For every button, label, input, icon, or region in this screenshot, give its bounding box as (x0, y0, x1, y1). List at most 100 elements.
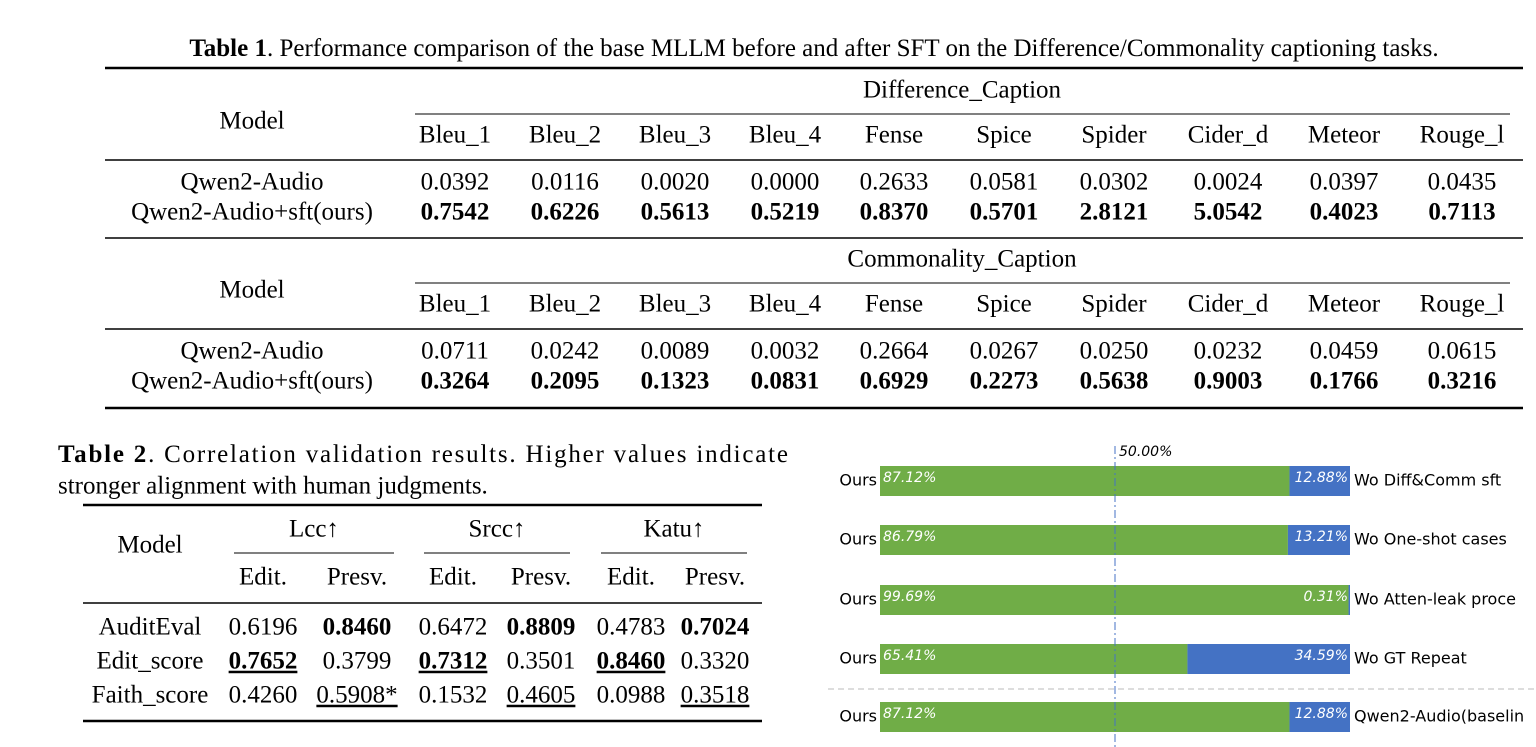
cell: 0.7542 (421, 199, 490, 226)
column-header: Fense (865, 291, 923, 318)
row-label: Qwen2-Audio (180, 338, 323, 365)
cell: 0.8460 (323, 614, 392, 641)
cell: 0.0232 (1194, 338, 1263, 365)
column-header: Bleu_3 (639, 291, 711, 318)
column-header: Bleu_4 (749, 291, 822, 318)
cell: 0.0397 (1310, 169, 1379, 196)
cell: 0.0242 (531, 338, 600, 365)
model-header: Model (219, 108, 284, 135)
group-header: Commonality_Caption (847, 246, 1077, 273)
cell: 0.0024 (1194, 169, 1263, 196)
column-header: Bleu_1 (419, 291, 491, 318)
cell: 0.0831 (751, 368, 820, 395)
bar-segment (880, 585, 1349, 615)
cell: 0.7113 (1428, 199, 1495, 226)
cell: 0.4783 (597, 614, 666, 641)
cell: 0.0988 (597, 682, 666, 709)
cell: 0.5701 (970, 199, 1039, 226)
value-label: 12.88% (1295, 470, 1348, 486)
bar-left-label: Ours (839, 590, 877, 609)
cell: 0.7652 (229, 648, 298, 675)
row-label: AuditEval (99, 614, 202, 641)
column-header: Edit. (239, 564, 287, 591)
cell: 0.3320 (681, 648, 750, 675)
cell: 0.7024 (681, 614, 750, 641)
cell: 0.6472 (419, 614, 488, 641)
cell: 0.0116 (531, 169, 599, 196)
bar-segment (1187, 644, 1350, 674)
row-label: Qwen2-Audio+sft(ours) (131, 368, 373, 395)
column-header: Fense (865, 122, 923, 149)
column-header: Cider_d (1188, 291, 1269, 318)
cell: 0.2633 (860, 169, 929, 196)
table-label: Table 2 (58, 441, 146, 468)
cell: 0.0581 (970, 169, 1039, 196)
value-label: 34.59% (1295, 648, 1348, 664)
row-label: Faith_score (92, 682, 209, 709)
row-label: Qwen2-Audio+sft(ours) (131, 199, 373, 226)
cell: 0.0267 (970, 338, 1039, 365)
cell: 0.5613 (641, 199, 710, 226)
category-label: Wo GT Repeat (1354, 649, 1467, 668)
caption-text: . Correlation validation results. Higher… (148, 441, 788, 468)
cell: 0.5219 (751, 199, 820, 226)
group-header: Katu↑ (643, 516, 704, 543)
cell: 0.2273 (970, 368, 1039, 395)
column-header: Bleu_3 (639, 122, 711, 149)
reference-label: 50.00% (1119, 444, 1172, 460)
category-label: Qwen2-Audio(baselin (1354, 707, 1524, 726)
column-header: Bleu_2 (529, 122, 601, 149)
column-header: Spider (1081, 291, 1147, 318)
table2-caption: Table 2. Correlation validation results.… (58, 441, 788, 468)
cell: 0.3799 (323, 648, 392, 675)
model-header: Model (117, 532, 182, 559)
cell: 0.0250 (1080, 338, 1149, 365)
category-label: Wo One-shot cases (1354, 530, 1507, 549)
group-header: Difference_Caption (863, 77, 1062, 104)
table-label: Table 1 (189, 35, 267, 62)
cell: 0.8460 (597, 648, 666, 675)
cell: 0.8809 (507, 614, 576, 641)
column-header: Rouge_l (1420, 291, 1505, 318)
cell: 0.0459 (1310, 338, 1379, 365)
value-label: 87.12% (883, 470, 936, 486)
value-label: 86.79% (883, 529, 936, 545)
cell: 0.0435 (1428, 169, 1497, 196)
column-header: Presv. (511, 564, 571, 591)
bar-segment (1289, 702, 1350, 732)
table1-caption: Table 1. Performance comparison of the b… (189, 35, 1438, 62)
bar-segment (1287, 525, 1350, 555)
cell: 0.3216 (1428, 368, 1497, 395)
column-header: Edit. (429, 564, 477, 591)
value-label: 12.88% (1295, 706, 1348, 722)
category-label: Wo Diff&Comm sft (1354, 471, 1501, 490)
cell: 0.1766 (1310, 368, 1379, 395)
cell: 0.2095 (531, 368, 600, 395)
bar-segment (1289, 466, 1350, 496)
column-header: Spice (976, 291, 1032, 318)
cell: 0.4260 (229, 682, 298, 709)
bar-segment (1348, 585, 1350, 615)
column-header: Rouge_l (1420, 122, 1505, 149)
column-header: Presv. (327, 564, 387, 591)
column-header: Spider (1081, 122, 1147, 149)
column-header: Bleu_2 (529, 291, 601, 318)
column-header: Edit. (607, 564, 655, 591)
bar-left-label: Ours (839, 471, 877, 490)
row-label: Edit_score (97, 648, 204, 675)
cell: 0.6196 (229, 614, 298, 641)
bar-left-label: Ours (839, 649, 877, 668)
cell: 0.6226 (531, 199, 600, 226)
cell: 0.3501 (507, 648, 576, 675)
cell: 0.3518 (681, 682, 750, 709)
group-header: Lcc↑ (289, 516, 339, 543)
category-label: Wo Atten-leak proce (1354, 590, 1516, 609)
cell: 0.0089 (641, 338, 710, 365)
cell: 0.4605 (507, 682, 576, 709)
cell: 0.7312 (419, 648, 488, 675)
cell: 0.0615 (1428, 338, 1497, 365)
cell: 0.0302 (1080, 169, 1149, 196)
model-header: Model (219, 277, 284, 304)
value-label: 13.21% (1295, 529, 1348, 545)
